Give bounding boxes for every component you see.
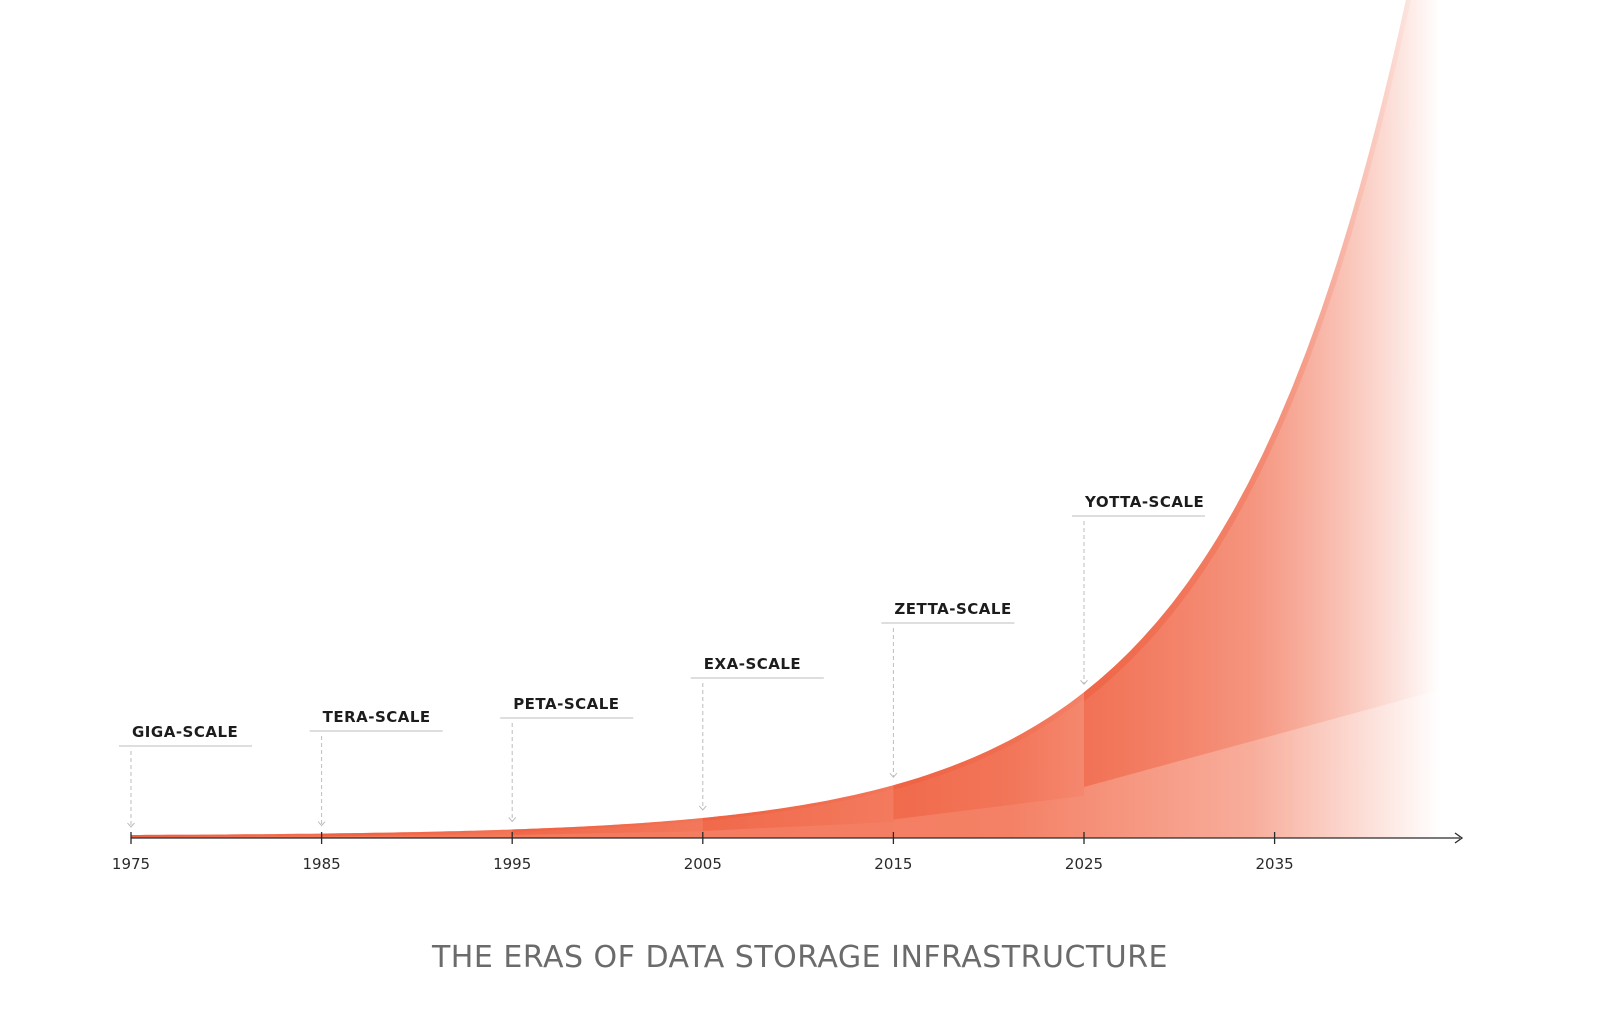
x-tick-label-2005: 2005 — [684, 855, 722, 873]
era-arrow-icon-giga-scale — [127, 822, 135, 828]
era-band-peta-scale — [512, 818, 703, 832]
era-arrow-icon-peta-scale — [508, 817, 517, 823]
era-label-peta-scale: PETA-SCALE — [513, 695, 619, 713]
era-band-tera-scale — [321, 829, 513, 836]
era-label-tera-scale: TERA-SCALE — [323, 708, 431, 726]
era-arrow-icon-yotta-scale — [1080, 679, 1088, 686]
x-axis — [131, 832, 1464, 844]
era-label-zetta-scale: ZETTA-SCALE — [894, 600, 1011, 618]
era-label-yotta-scale: YOTTA-SCALE — [1084, 493, 1204, 511]
x-tick-label-1985: 1985 — [303, 855, 341, 873]
x-tick-label-2035: 2035 — [1256, 855, 1294, 873]
era-band-zetta-scale — [893, 692, 1084, 790]
x-axis-ticks: 1975 1985 1995 2005 2015 2025 2035 — [112, 832, 1294, 873]
era-band-exa-scale — [702, 785, 894, 821]
chart-title: THE ERAS OF DATA STORAGE INFRASTRUCTURE — [431, 940, 1169, 975]
era-leaders — [119, 515, 1205, 828]
x-tick-label-2015: 2015 — [874, 855, 912, 873]
x-tick-label-1975: 1975 — [112, 855, 150, 873]
x-tick-label-1995: 1995 — [493, 855, 531, 873]
era-labels: GIGA-SCALE TERA-SCALE PETA-SCALE EXA-SCALE Z… — [132, 493, 1204, 741]
era-arrow-icon-tera-scale — [317, 821, 326, 827]
x-axis-arrow-icon — [1454, 832, 1464, 844]
growth-area — [131, 0, 1440, 838]
x-tick-label-2025: 2025 — [1065, 855, 1103, 873]
era-band-giga-scale — [131, 833, 322, 838]
era-arrow-icon-zetta-scale — [889, 772, 898, 778]
era-arrow-icon-exa-scale — [698, 805, 707, 811]
era-label-giga-scale: GIGA-SCALE — [132, 723, 238, 741]
era-label-exa-scale: EXA-SCALE — [704, 655, 801, 673]
era-segment-yotta-scale — [1084, 0, 1440, 838]
era-areas — [131, 0, 1440, 838]
